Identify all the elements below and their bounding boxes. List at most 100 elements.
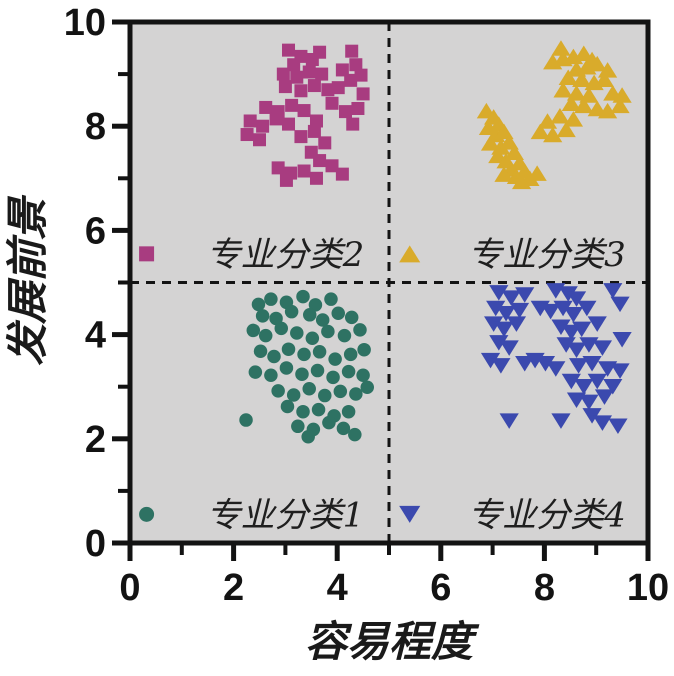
x-tick-label: 8 [534,567,555,609]
data-point [608,418,628,435]
y-tick-label: 0 [85,523,106,565]
data-point [251,297,266,312]
data-point [326,370,340,385]
data-point [546,361,566,377]
series-专业分类3 [476,40,632,190]
data-point [291,419,305,434]
x-tick-label: 4 [327,567,348,609]
data-point [253,133,266,147]
data-point [337,328,352,343]
data-point [551,319,571,336]
data-point [610,363,630,379]
legend-label: 专业分类4 [468,495,626,535]
data-point [360,380,374,394]
x-tick-label: 6 [430,567,451,609]
data-point [543,126,563,143]
x-tick-label: 10 [627,567,669,609]
data-point [351,101,365,115]
reference-lines [130,22,648,543]
data-point [294,84,308,98]
data-point [343,347,358,362]
data-point [597,62,618,78]
data-point [282,117,296,131]
y-tick-label: 8 [85,106,106,148]
data-point [563,111,584,127]
data-point [274,321,289,336]
data-point [290,326,304,340]
data-point [551,413,571,429]
data-point [344,73,358,87]
data-point [338,105,352,119]
legend-entry: 专业分类1 [139,495,364,535]
legend-marker-circle [139,506,155,522]
data-point [297,347,311,362]
data-point [344,310,359,325]
data-point [248,365,263,379]
data-point [509,302,530,319]
data-point [331,81,345,95]
data-point [561,373,581,390]
data-point [577,300,597,317]
data-point [499,340,519,356]
data-point [243,114,257,128]
data-point [336,421,351,436]
data-point [321,83,335,97]
data-point [515,356,535,372]
data-point [325,96,339,110]
data-point [612,87,632,103]
data-point [354,68,368,82]
data-point [357,342,371,357]
data-point [281,342,296,356]
data-point [501,290,521,306]
series-专业分类4 [480,283,632,435]
data-point [574,97,594,114]
data-point [284,304,299,319]
data-point [271,384,285,398]
data-point [278,80,292,94]
legend-label: 专业分类2 [207,235,365,275]
data-point [256,119,270,133]
data-point [511,173,532,190]
data-point [587,373,607,390]
axis-tick-labels: 0 2 4 6 8 10 0 2 4 6 8 10 [64,2,669,609]
data-point [346,117,360,131]
data-point [496,306,516,322]
data-point [239,413,253,427]
data-point [480,135,501,151]
data-point [610,97,630,114]
data-point [258,328,273,343]
axis-ticks [112,19,651,561]
data-point [269,311,283,326]
data-point [315,313,330,327]
legend-label: 专业分类1 [207,495,365,535]
data-point [356,87,370,101]
data-point [341,404,356,419]
data-point [325,159,339,173]
y-axis-title: 发展前景 [3,194,52,366]
data-point [603,283,623,299]
legend-label: 专业分类3 [468,235,626,275]
data-point [287,58,301,72]
data-point [506,316,527,332]
data-point [335,167,349,181]
data-point [328,352,342,366]
data-point [594,389,615,405]
y-tick-label: 10 [64,2,106,44]
data-point [279,173,293,187]
data-point [486,300,506,317]
data-point [290,70,304,84]
data-point [494,166,514,182]
legend: 专业分类1 专业分类2 专业分类3 专业分类4 [139,235,626,535]
data-point [335,63,349,77]
data-point [295,367,309,381]
x-tick-label: 2 [223,567,244,609]
data-point [489,285,509,301]
data-point [322,415,336,430]
data-point [240,128,254,142]
data-point [309,114,323,128]
data-point [246,323,261,338]
data-point [499,413,519,429]
data-point [297,164,311,178]
data-point [310,363,325,378]
data-point [318,136,332,150]
